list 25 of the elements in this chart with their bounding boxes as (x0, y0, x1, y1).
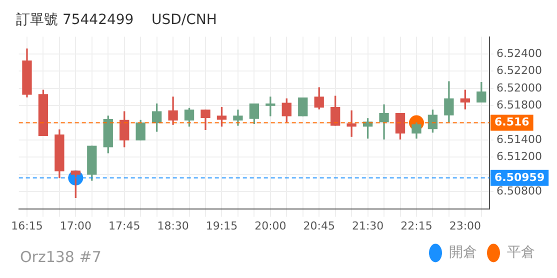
x-tick-label: 16:15 (11, 219, 43, 232)
chart-title: 訂單號 75442499 USD/CNH (16, 12, 217, 28)
y-tick-label: 6.50800 (496, 184, 542, 198)
x-tick-label: 19:15 (206, 219, 238, 232)
x-tick-label: 23:00 (449, 219, 482, 232)
y-tick-label: 6.51200 (496, 150, 542, 164)
y-tick-label: 6.52400 (496, 46, 542, 60)
ref-line-label: 6.516 (494, 116, 530, 129)
y-tick-label: 6.51800 (496, 98, 542, 112)
x-tick-label: 20:00 (254, 219, 286, 232)
candlestick (266, 96, 276, 116)
x-tick-label: 17:45 (108, 219, 140, 232)
ref-line-label: 6.50959 (494, 170, 545, 184)
candlestick (346, 110, 356, 137)
x-tick-label: 20:45 (303, 219, 335, 232)
x-tick-label: 17:00 (60, 219, 92, 232)
text: Orz138 #7 (20, 248, 102, 266)
x-tick-label: 22:15 (400, 219, 432, 232)
y-tick-label: 6.51400 (496, 132, 542, 146)
x-tick-label: 21:30 (352, 219, 384, 232)
x-tick-label: 18:30 (157, 219, 189, 232)
y-tick-label: 6.52000 (496, 81, 542, 94)
y-tick-label: 6.52200 (496, 64, 542, 78)
legend-label: 平倉 (507, 244, 535, 261)
legend-label: 開倉 (449, 244, 477, 261)
